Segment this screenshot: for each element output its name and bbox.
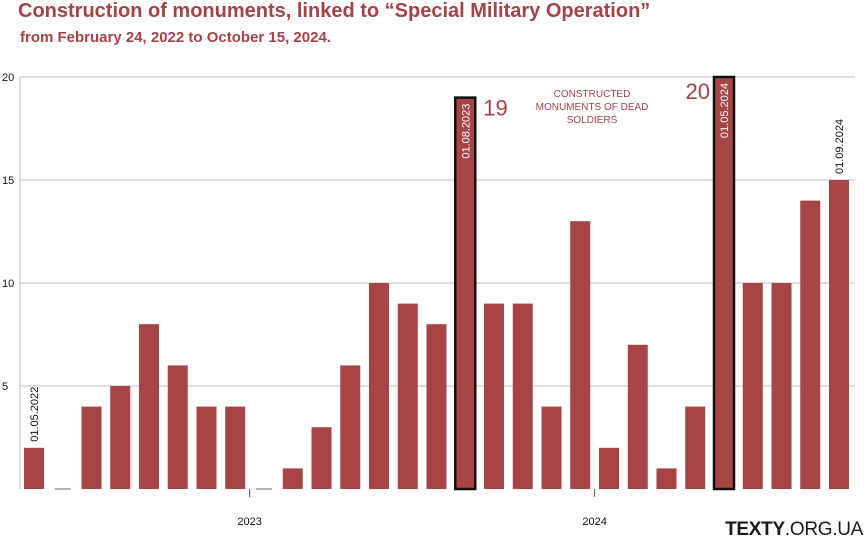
bar	[397, 303, 418, 489]
bar	[656, 468, 677, 489]
bar	[627, 344, 648, 489]
y-tick-label: 10	[2, 278, 14, 290]
bar	[771, 283, 792, 489]
highlighted-bar	[454, 96, 477, 491]
highlight-value-label: 20	[686, 79, 710, 104]
bar	[139, 324, 159, 489]
bar	[742, 283, 763, 489]
bar	[570, 221, 591, 489]
bar	[800, 200, 821, 489]
bar-date-label: 01.08.2023	[460, 104, 472, 159]
bar-date-label: 01.09.2024	[834, 119, 846, 174]
bar	[81, 406, 102, 489]
y-tick-label: 20	[2, 72, 14, 84]
x-tick-label: 2023	[237, 516, 261, 528]
bar	[196, 406, 217, 489]
bar	[829, 180, 849, 489]
annotation-line: SOLDIERS	[567, 115, 618, 126]
brand-light: .ORG.UA	[784, 519, 863, 540]
chart-title: Construction of monuments, linked to “Sp…	[18, 0, 651, 22]
bar	[340, 365, 361, 489]
chart-subtitle: from February 24, 2022 to October 15, 20…	[20, 29, 331, 46]
bar-date-label: 01.05.2022	[29, 387, 41, 442]
bar-date-label: 01.05.2024	[719, 83, 731, 138]
annotation-line: MONUMENTS OF DEAD	[536, 102, 649, 113]
bar	[311, 427, 332, 489]
bar	[426, 324, 447, 489]
bar	[369, 283, 389, 489]
annotation-line: CONSTRUCTED	[554, 89, 631, 100]
brand-bold: TEXTY	[725, 519, 785, 540]
bar	[225, 406, 246, 489]
bar	[110, 386, 131, 489]
bar	[599, 447, 619, 489]
bar	[24, 447, 44, 489]
y-tick-label: 15	[2, 175, 14, 187]
bar	[167, 365, 188, 489]
y-tick-label: 5	[2, 381, 8, 393]
brand-logo: TEXTY.ORG.UA	[725, 519, 863, 541]
highlight-value-label: 19	[483, 96, 507, 121]
bar	[282, 468, 303, 489]
bar	[512, 303, 533, 489]
bar	[685, 406, 706, 489]
highlighted-bar	[712, 75, 736, 491]
bar	[541, 406, 562, 489]
bar	[484, 303, 504, 489]
x-tick-label: 2024	[582, 516, 606, 528]
